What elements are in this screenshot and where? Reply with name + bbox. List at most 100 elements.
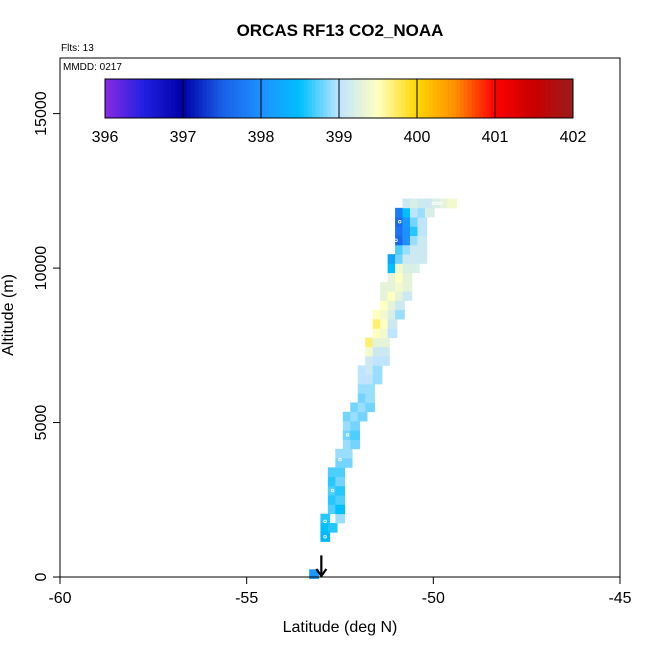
heatmap-cell	[417, 226, 428, 237]
heatmap-cell	[410, 207, 420, 218]
colorbar-segment	[557, 79, 562, 118]
colorbar-segment	[132, 79, 137, 118]
colorbar-segment	[342, 79, 348, 118]
colorbar-segment	[315, 79, 320, 118]
colorbar-segment	[459, 79, 465, 118]
heatmap-cell	[372, 328, 383, 338]
colorbar-segment	[284, 79, 289, 118]
heatmap-cell	[387, 319, 398, 329]
track-point	[323, 519, 327, 524]
heatmap-cell	[395, 254, 405, 264]
heatmap-cell	[365, 393, 375, 403]
heatmap-cell	[365, 365, 375, 376]
heatmap-cell	[320, 532, 331, 542]
heatmap-cell	[342, 458, 353, 468]
heatmap-cell	[335, 467, 346, 477]
colorbar-segment	[456, 79, 461, 118]
colorbar-segment	[471, 79, 476, 118]
colorbar-segment	[331, 79, 336, 118]
heatmap-cell	[365, 356, 375, 366]
colorbar-segment	[167, 79, 172, 118]
colorbar-segment	[198, 79, 203, 118]
colorbar-segment	[335, 79, 340, 118]
heatmap-cell	[380, 346, 390, 357]
heatmap-cell	[387, 254, 398, 264]
track-point	[323, 535, 327, 539]
colorbar-tick-label: 402	[560, 129, 587, 146]
colorbar-segment	[183, 79, 188, 118]
heatmap-cell	[372, 346, 383, 357]
heatmap-cell	[380, 309, 390, 320]
colorbar-segment	[339, 79, 344, 118]
colorbar-segment	[311, 79, 317, 118]
heatmap-cell	[380, 281, 390, 292]
colorbar-segment	[561, 79, 566, 118]
colorbar-segment	[155, 79, 161, 118]
heatmap-cell	[320, 513, 331, 524]
mmdd-note: MMDD: 0217	[63, 62, 122, 73]
heatmap-cell	[342, 448, 353, 459]
heatmap-cell	[387, 281, 398, 292]
track-point	[394, 238, 398, 242]
colorbar-segment	[358, 79, 363, 118]
colorbar-segment	[327, 79, 332, 118]
heatmap-cell	[432, 198, 443, 209]
colorbar-segment	[144, 79, 149, 118]
colorbar-segment	[487, 79, 492, 118]
heatmap-cell	[335, 513, 346, 524]
heatmap-cell	[402, 281, 413, 292]
colorbar-segment	[319, 79, 324, 118]
colorbar-segment	[569, 79, 574, 118]
heatmap-cell	[350, 402, 360, 413]
heatmap-cell	[372, 337, 383, 348]
colorbar-segment	[214, 79, 219, 118]
colorbar-segment	[370, 79, 375, 118]
heatmap-cell	[357, 383, 368, 394]
colorbar-segment	[401, 79, 406, 118]
heatmap-cell	[327, 495, 338, 505]
heatmap-cell	[365, 374, 375, 385]
heatmap-cell	[380, 356, 390, 366]
heatmap-cell	[395, 281, 405, 292]
heatmap-cell	[350, 411, 360, 422]
heatmap-cell	[410, 235, 420, 246]
colorbar-segment	[397, 79, 402, 118]
y-tick-label: 10000	[33, 246, 50, 291]
colorbar-segment	[218, 79, 223, 118]
colorbar-segment	[120, 79, 125, 118]
heatmap-cell	[387, 263, 398, 274]
colorbar-segment	[245, 79, 250, 118]
heatmap-cell	[417, 207, 428, 218]
colorbar-segment	[175, 79, 180, 118]
colorbar-segment	[179, 79, 184, 118]
flights-note: Flts: 13	[61, 43, 94, 54]
heatmap-cell	[402, 207, 413, 218]
heatmap-cell	[350, 430, 360, 440]
colorbar-segment	[108, 79, 114, 118]
heatmap-cell	[402, 254, 413, 264]
colorbar-segment	[428, 79, 434, 118]
heatmap-cell	[410, 217, 420, 227]
heatmap-cell	[327, 476, 338, 487]
track-point	[431, 201, 436, 205]
colorbar-segment	[362, 79, 367, 118]
heatmap-cell	[372, 374, 383, 385]
colorbar-segment	[553, 79, 558, 118]
colorbar-segment	[241, 79, 246, 118]
colorbar-segment	[534, 79, 539, 118]
colorbar-segment	[498, 79, 504, 118]
colorbar-segment	[475, 79, 480, 118]
track-point	[345, 433, 350, 437]
y-tick-label: 0	[33, 572, 50, 581]
colorbar-segment	[452, 79, 457, 118]
x-tick-label: -55	[235, 590, 258, 607]
colorbar-segment	[514, 79, 519, 118]
colorbar-segment	[105, 79, 110, 118]
y-axis-label: Altitude (m)	[0, 274, 17, 356]
colorbar-segment	[237, 79, 242, 118]
heatmap-cell	[357, 411, 368, 422]
heatmap-cell	[402, 198, 413, 209]
colorbar-segment	[276, 79, 281, 118]
colorbar-segment	[502, 79, 508, 118]
heatmap-cell	[402, 235, 413, 246]
